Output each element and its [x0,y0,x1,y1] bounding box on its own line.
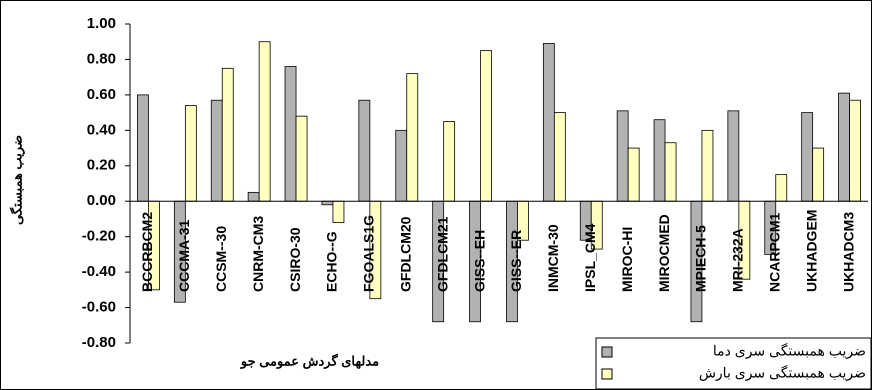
legend-box [595,337,872,390]
x-tick-label: MIROC-HI [619,227,635,292]
x-tick-label: CSIRO-30 [287,227,303,292]
bar [653,119,666,202]
y-tick-label: 0.20 [87,157,116,174]
y-tick-label: -0.40 [82,263,116,280]
legend-swatch [601,346,613,358]
bar [210,99,223,202]
bar [321,200,334,206]
bar [480,50,492,202]
x-tick-label: GISS--ER [508,230,524,292]
bar [664,142,677,202]
bar [701,129,714,202]
legend-label: ضریب همبستگی سری دما [713,343,866,360]
x-tick-label: INMCM-30 [545,224,561,292]
y-tick-label: 1.00 [87,15,116,32]
bar [247,191,260,202]
bar [727,110,740,202]
bar [406,73,419,202]
bar [812,147,825,202]
x-tick-label: MRI-232A [730,228,746,292]
bar [395,129,408,202]
x-tick-label: GFDLCM21 [434,216,450,292]
x-tick-label: MPIECH-5 [693,225,709,292]
x-tick-label: BCCRBCM2 [139,212,155,292]
bar [258,41,271,202]
y-tick-label: 0.00 [87,192,116,209]
bar [542,43,555,202]
bar [221,67,234,202]
y-axis-title: ضریب همبستگی [8,135,25,225]
bar [627,147,640,202]
x-axis-title: مدلهای گردش عمومی جو [240,352,379,369]
bar [295,115,308,202]
bar [775,174,788,202]
x-tick-label: FGOALS1G [361,215,377,292]
bar [184,105,197,202]
y-tick-label: 0.80 [87,50,116,67]
x-tick-label: GISS--EH [471,230,487,292]
bar [443,121,456,202]
x-tick-label: CCSM--30 [213,226,229,292]
x-tick-label: CNRM-CM3 [250,216,266,292]
x-tick-label: UKHADCM3 [840,212,856,292]
y-tick-label: -0.60 [82,299,116,316]
bar [849,99,861,202]
bar [284,66,297,202]
bar [553,112,566,202]
x-tick-label: UKHADGEM [803,210,819,292]
legend-label: ضریب همبستگی سری بارش [699,365,866,382]
bar [332,200,345,223]
x-tick-label: NCARPCM1 [766,212,782,292]
y-tick-label: -0.80 [82,334,116,351]
x-tick-label: CCCMA-31 [176,219,192,292]
bar [838,92,850,202]
x-tick-label: ECHO--G [324,231,340,292]
legend-swatch [601,368,613,380]
y-tick-label: 0.60 [87,86,116,103]
x-tick-label: GFDLCM20 [397,216,413,292]
bar [616,110,629,202]
x-tick-label: MIROCMED [656,214,672,292]
bar [137,94,149,202]
y-tick-label: 0.40 [87,121,116,138]
y-tick-label: -0.20 [82,228,116,245]
bar [358,99,371,202]
x-tick-label: IPSL_CM4 [582,223,598,292]
bar [801,112,814,202]
